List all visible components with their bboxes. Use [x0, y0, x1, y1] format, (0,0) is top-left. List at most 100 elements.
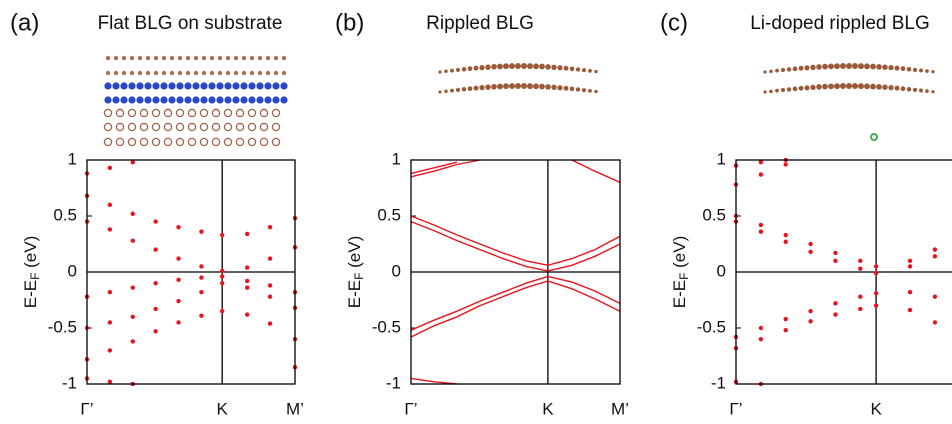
band-point [932, 294, 938, 299]
atom [769, 89, 773, 94]
band-point [107, 165, 113, 171]
y-axis-label-part: E-E [345, 280, 364, 308]
atom [485, 64, 491, 70]
atom [137, 55, 143, 61]
band-point [758, 222, 764, 228]
atom [235, 137, 245, 147]
band-point [107, 348, 113, 353]
atom [491, 83, 497, 90]
atom [139, 137, 149, 147]
atom [168, 82, 176, 90]
atom [479, 64, 485, 71]
atom [209, 70, 215, 76]
band-point [808, 249, 813, 255]
atom [840, 83, 846, 90]
band-point [153, 247, 158, 252]
atom [900, 86, 906, 92]
atom [161, 70, 167, 76]
band-point [130, 339, 135, 344]
atom [539, 83, 545, 90]
atom [175, 137, 185, 147]
atom [163, 122, 173, 132]
atom [271, 137, 281, 147]
atom [281, 70, 287, 76]
band-point [199, 289, 204, 295]
plot-frame [86, 159, 296, 385]
band-point [758, 229, 764, 234]
x-tick-label: K [217, 399, 229, 418]
band-point [199, 275, 204, 280]
band-point [873, 270, 879, 276]
band-point [833, 250, 838, 256]
atom [509, 63, 515, 70]
atom [225, 55, 231, 61]
atom [581, 68, 587, 73]
atom [834, 63, 840, 70]
band-point [153, 306, 158, 312]
band-point [907, 289, 913, 295]
atom [804, 85, 810, 91]
atom [151, 122, 161, 132]
panel-label: (a) [10, 9, 39, 36]
atom [272, 96, 280, 104]
band-point [758, 325, 764, 331]
atom [175, 108, 185, 118]
plot-frame [410, 159, 621, 385]
atom [563, 65, 569, 71]
atom [200, 96, 208, 104]
atom [864, 83, 870, 90]
band-point [176, 225, 181, 230]
atom [248, 96, 256, 104]
atom [882, 64, 888, 70]
atom [153, 55, 159, 61]
atom [264, 82, 272, 90]
atom [224, 82, 232, 90]
y-axis-label-part: (eV) [21, 236, 40, 273]
atom [438, 70, 442, 74]
atom [533, 63, 539, 70]
band-line [410, 161, 458, 175]
atom [828, 83, 834, 90]
atom [925, 89, 929, 93]
atom [894, 85, 900, 91]
atom [177, 70, 183, 76]
atom [247, 108, 257, 118]
atom [233, 70, 239, 76]
atom [259, 122, 269, 132]
atom [192, 96, 200, 104]
band-point [176, 298, 181, 304]
band-point [176, 320, 181, 325]
atom [185, 55, 191, 61]
atom [216, 82, 224, 90]
atom [271, 122, 281, 132]
atom [115, 137, 125, 147]
band-point [176, 256, 181, 261]
x-tick-label: K [870, 399, 882, 418]
atom [177, 55, 183, 61]
plot-frame [735, 159, 952, 385]
atom [870, 133, 878, 141]
atom [169, 55, 175, 61]
atom [563, 85, 569, 91]
atom [139, 108, 149, 118]
atom [184, 82, 192, 90]
y-tick-label: 0.5 [53, 205, 77, 224]
atom [128, 82, 136, 90]
atom [145, 55, 151, 61]
band-point [244, 278, 250, 284]
atom [145, 70, 151, 76]
band-line [410, 275, 621, 331]
atom [112, 82, 120, 90]
atom [870, 63, 876, 70]
y-tick-label: 0 [68, 261, 77, 280]
atom [798, 85, 804, 91]
band-point [907, 264, 913, 269]
atom [129, 70, 135, 76]
y-axis-label-part: F [677, 273, 691, 280]
y-axis-label-part: E-E [670, 280, 689, 308]
atom [539, 63, 545, 70]
atom [588, 88, 592, 93]
atom [115, 108, 125, 118]
atom [515, 63, 521, 70]
band-point [130, 160, 135, 165]
